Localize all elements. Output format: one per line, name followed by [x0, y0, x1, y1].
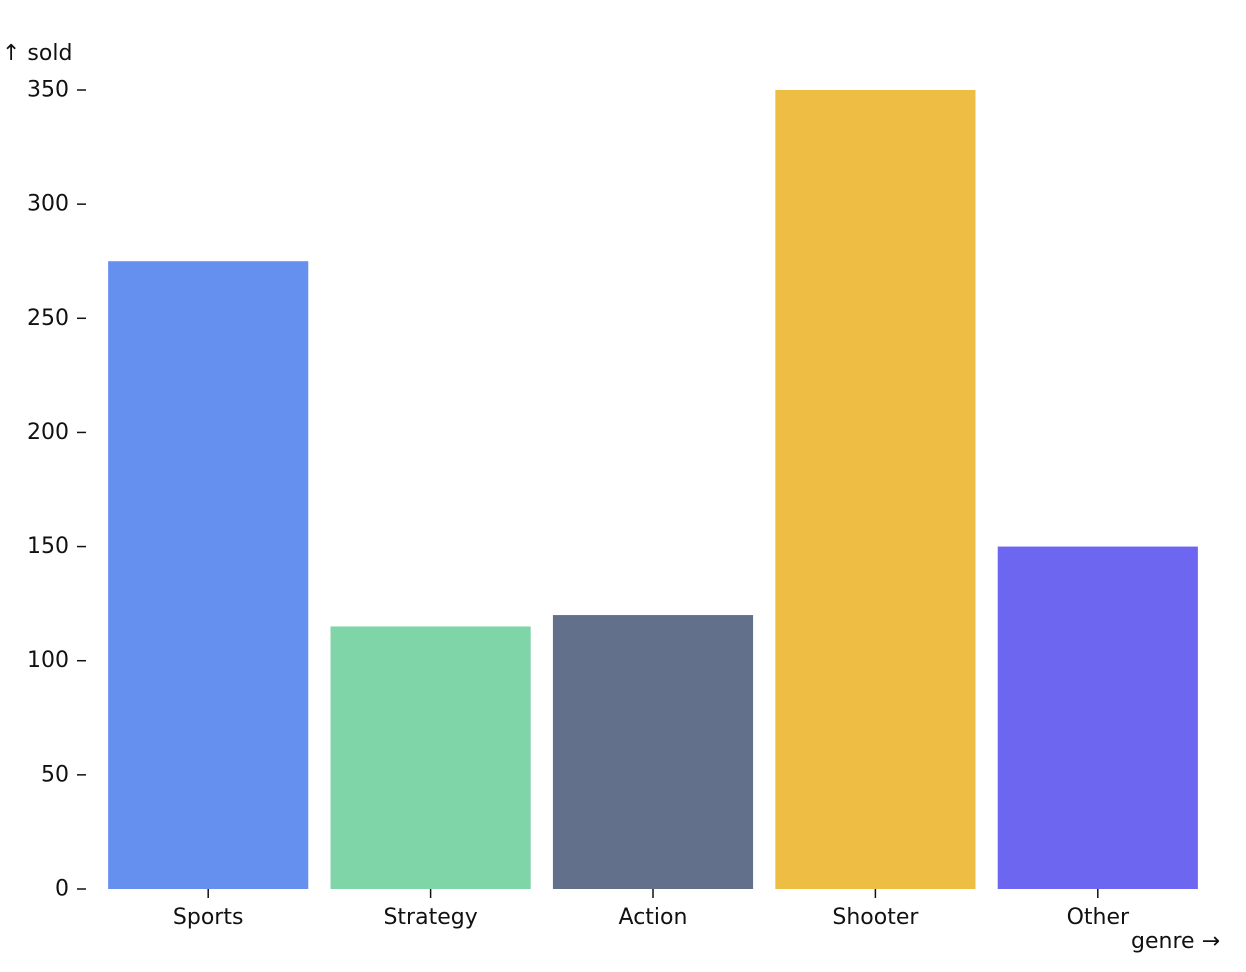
- y-axis: 0 50 100 150 200 250 300 350: [27, 78, 86, 902]
- bar-other: [997, 546, 1198, 889]
- y-tick-label: 150: [27, 534, 69, 559]
- y-tick-label: 300: [27, 192, 69, 217]
- y-tick-label: 100: [27, 648, 69, 673]
- y-tick-label: 250: [27, 306, 69, 331]
- y-tick-label: 0: [55, 877, 69, 902]
- y-axis-label: ↑ sold: [2, 41, 72, 66]
- bar-strategy: [330, 626, 531, 889]
- y-tick-label: 350: [27, 78, 69, 103]
- bar-action: [552, 615, 754, 889]
- bars: [108, 90, 1198, 889]
- x-tick-label: Sports: [173, 905, 244, 930]
- x-axis: Sports Strategy Action Shooter Other: [173, 889, 1130, 930]
- bar-sports: [108, 261, 309, 889]
- y-tick-label: 50: [41, 762, 69, 787]
- x-tick-label: Action: [619, 905, 688, 930]
- x-tick-label: Shooter: [832, 905, 919, 930]
- x-tick-label: Strategy: [383, 905, 477, 930]
- x-axis-label: genre →: [1131, 929, 1220, 954]
- bar-shooter: [775, 90, 976, 889]
- y-tick-label: 200: [27, 420, 69, 445]
- x-tick-label: Other: [1067, 905, 1130, 930]
